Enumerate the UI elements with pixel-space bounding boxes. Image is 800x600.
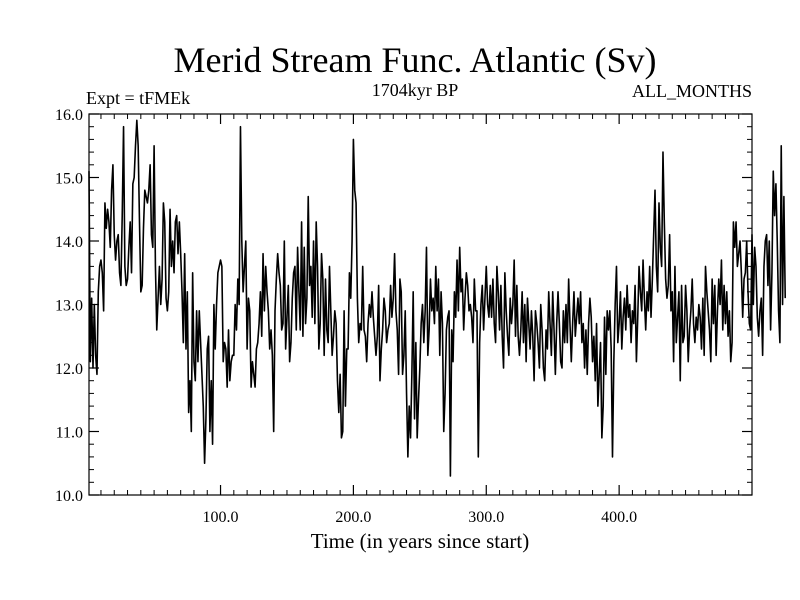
series-line xyxy=(88,119,787,477)
y-tick-label: 11.0 xyxy=(56,425,83,442)
y-tick-label: 12.0 xyxy=(55,361,83,378)
y-tick-label: 16.0 xyxy=(55,107,83,124)
experiment-label: Expt = tFMEk xyxy=(86,88,190,108)
y-tick-label: 13.0 xyxy=(55,298,83,315)
months-label: ALL_MONTHS xyxy=(632,81,752,101)
plot-frame xyxy=(88,113,753,496)
x-tick-label: 300.0 xyxy=(468,509,504,526)
x-tick-label: 400.0 xyxy=(601,509,637,526)
y-axis: 10.0 11.0 12.0 13.0 14.0 15.0 16.0 xyxy=(55,107,752,505)
y-tick-label: 10.0 xyxy=(55,488,83,505)
x-tick-label: 200.0 xyxy=(335,509,371,526)
chart-title: Merid Stream Func. Atlantic (Sv) xyxy=(174,40,657,80)
x-axis: 100.0 200.0 300.0 400.0 xyxy=(100,114,740,526)
y-tick-label: 14.0 xyxy=(55,234,83,251)
x-tick-label: 100.0 xyxy=(203,509,239,526)
period-label: 1704kyr BP xyxy=(372,80,459,100)
y-tick-label: 15.0 xyxy=(55,171,83,188)
x-axis-label: Time (in years since start) xyxy=(311,529,530,553)
